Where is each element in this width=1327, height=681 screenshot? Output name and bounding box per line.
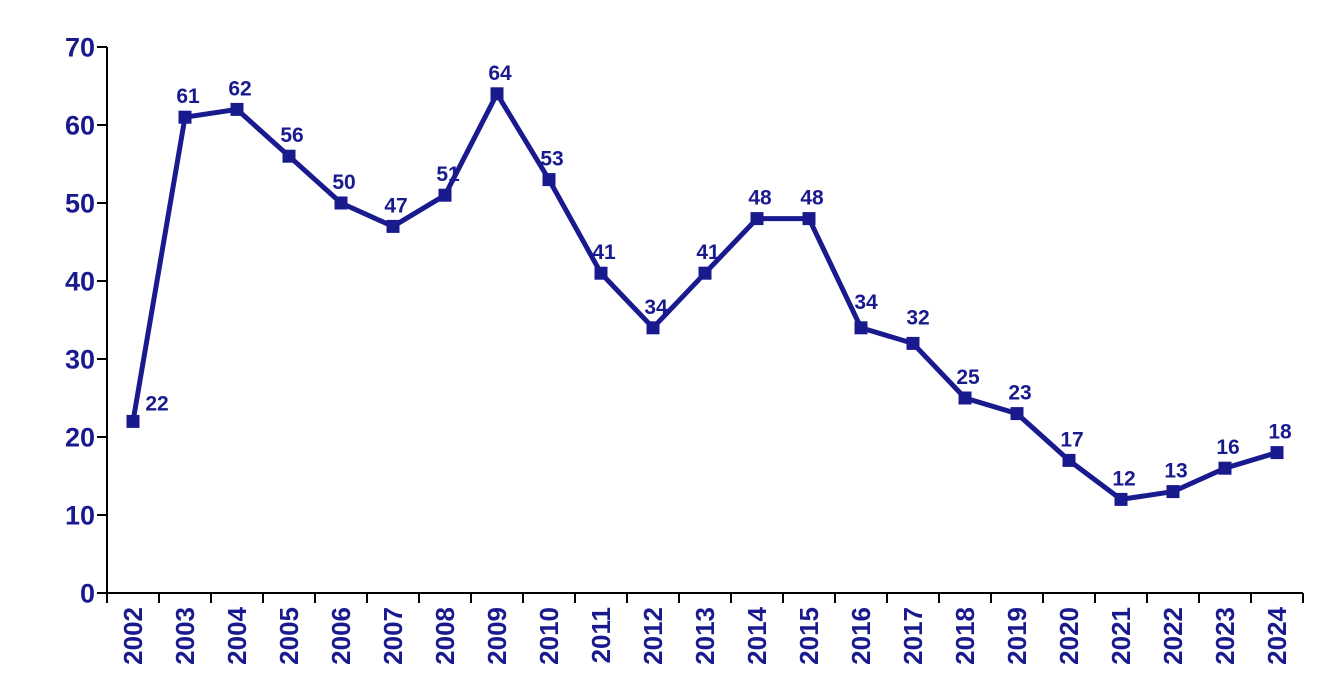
x-tick-label: 2008 [430,607,460,665]
y-tick-label: 20 [65,422,95,452]
data-series-line [130,88,1278,503]
data-point-marker [750,212,764,226]
x-tick-label: 2014 [742,606,772,664]
y-axis-ticks [97,46,107,594]
x-tick-label: 2019 [1002,607,1032,665]
x-tick-label: 2020 [1054,607,1084,665]
data-point-label: 51 [436,163,460,186]
data-point-marker [594,266,608,280]
x-tick-label: 2002 [118,607,148,665]
data-point-label: 18 [1268,421,1292,444]
y-tick-label: 70 [65,32,95,62]
data-point-label: 23 [1008,382,1031,405]
data-point-marker [646,321,660,335]
data-point-label: 32 [906,306,929,329]
data-point-marker [1166,485,1180,499]
data-point-marker [802,212,816,226]
data-point-label: 34 [644,296,668,319]
data-point-label: 41 [696,241,720,264]
y-tick-label: 50 [65,188,95,218]
x-tick-label: 2005 [274,607,304,665]
data-point-label: 12 [1112,467,1135,490]
data-point-marker [178,110,192,124]
data-point-marker [1010,407,1024,421]
x-tick-label: 2021 [1106,607,1136,665]
data-point-label: 16 [1216,436,1239,459]
data-point-marker [854,321,868,335]
x-tick-label: 2013 [690,607,720,665]
x-tick-label: 2004 [222,606,252,664]
x-tick-label: 2006 [326,607,356,665]
data-point-label: 13 [1164,460,1187,483]
x-tick-label: 2023 [1210,607,1240,665]
data-point-label: 41 [592,241,616,264]
y-tick-label: 0 [80,578,95,608]
data-point-label: 48 [800,187,824,210]
axes [106,47,1303,594]
data-point-marker [958,391,972,405]
data-point-marker [334,196,348,210]
data-point-markers [126,87,1284,506]
data-point-label: 22 [145,392,168,415]
x-tick-label: 2024 [1262,606,1292,664]
x-tick-label: 2009 [482,607,512,665]
x-tick-label: 2010 [534,607,564,665]
data-point-label: 25 [956,366,980,389]
data-point-marker [230,102,244,116]
data-point-marker [542,173,556,187]
data-point-label: 34 [854,291,878,314]
data-point-label: 61 [176,85,200,108]
data-point-marker [490,87,504,101]
x-axis-labels: 2002 2003 2004 2005 2006 2007 2008 2009 2010 2011… [118,606,1292,664]
series-polyline [130,88,1278,503]
data-point-marker [386,219,400,233]
data-point-marker [1062,453,1076,467]
data-point-marker [698,266,712,280]
x-tick-label: 2017 [898,607,928,665]
data-point-label: 17 [1060,428,1083,451]
x-tick-label: 2022 [1158,607,1188,665]
data-point-label: 48 [748,187,772,210]
x-tick-label: 2011 [586,607,616,663]
x-tick-label: 2003 [170,607,200,665]
data-point-label: 62 [228,77,251,100]
data-point-labels: 22 61 62 56 50 47 51 64 53 41 34 41 48 48 34 32 25 23 17 12… [145,62,1292,491]
data-point-marker [1114,492,1128,506]
y-tick-label: 60 [65,110,95,140]
y-tick-label: 10 [65,500,95,530]
x-tick-label: 2018 [950,607,980,665]
y-tick-label: 40 [65,266,95,296]
x-tick-label: 2015 [794,607,824,665]
data-point-label: 50 [332,171,355,194]
x-tick-label: 2012 [638,607,668,665]
x-tick-label: 2016 [846,607,876,665]
x-tick-label: 2007 [378,607,408,665]
data-point-marker [126,414,140,428]
data-point-marker [282,149,296,163]
data-point-marker [906,336,920,350]
data-point-marker [1270,446,1284,460]
data-point-label: 53 [540,148,563,171]
y-axis-labels: 0 10 20 30 40 50 60 70 [65,32,95,608]
data-point-label: 56 [280,124,303,147]
x-axis-ticks [106,593,1304,603]
data-point-marker [1218,461,1232,475]
data-point-marker [438,188,452,202]
data-point-label: 47 [384,194,407,217]
y-tick-label: 30 [65,344,95,374]
data-point-label: 64 [488,62,512,85]
